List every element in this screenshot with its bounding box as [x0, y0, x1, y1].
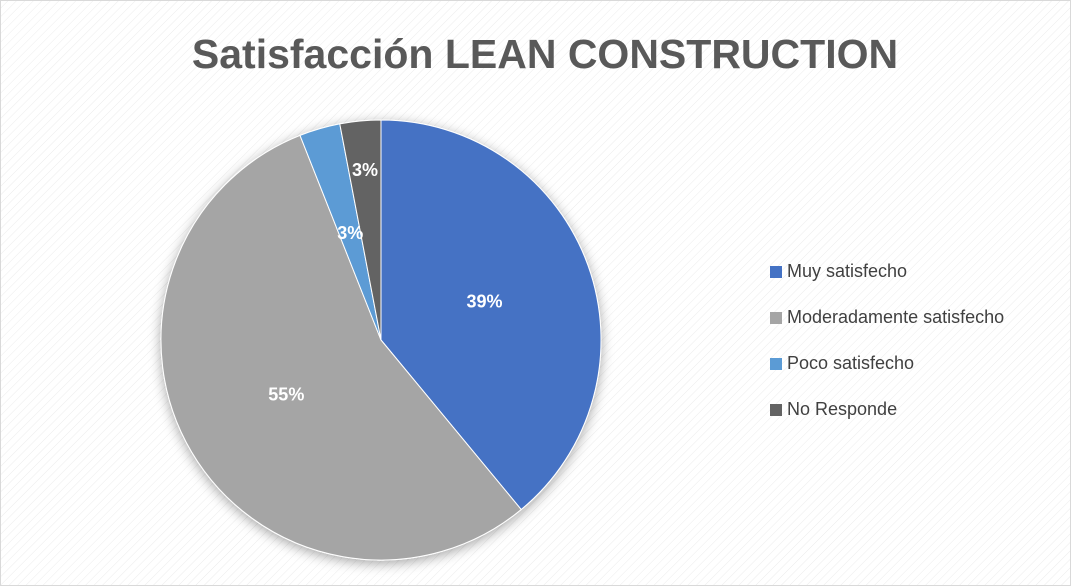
pie-slice: [380, 119, 602, 511]
data-label: 3%: [337, 223, 363, 243]
data-label: 55%: [268, 385, 304, 405]
legend-swatch: [770, 404, 782, 416]
chart-title: Satisfacción LEAN CONSTRUCTION: [192, 31, 898, 77]
legend-swatch: [770, 312, 782, 324]
legend-swatch: [770, 266, 782, 278]
legend-label: Poco satisfecho: [787, 353, 914, 373]
legend-label: No Responde: [787, 399, 897, 419]
pie: [160, 119, 602, 561]
data-label: 39%: [466, 291, 502, 311]
legend-label: Muy satisfecho: [787, 261, 907, 281]
legend-label: Moderadamente satisfecho: [787, 307, 1004, 327]
data-label: 3%: [352, 160, 378, 180]
pie-slice: [160, 134, 522, 561]
legend-swatch: [770, 358, 782, 370]
pie-slice: [339, 119, 382, 341]
